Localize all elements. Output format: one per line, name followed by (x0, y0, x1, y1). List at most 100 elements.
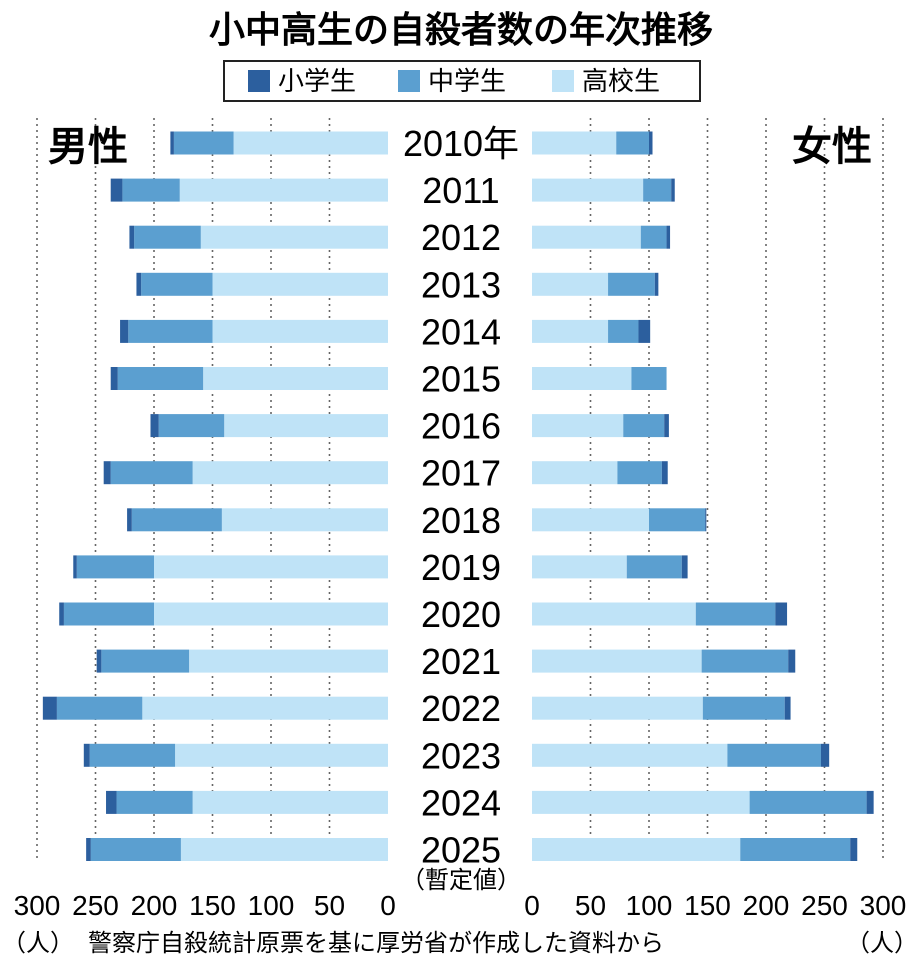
source-note: 警察庁自殺統計原票を基に厚労省が作成した資料から (88, 929, 664, 957)
bar-left-10-high-school (154, 602, 388, 626)
provisional-note: （暫定値） (401, 866, 521, 894)
bar-right-1-junior-high (643, 178, 672, 202)
bar-left-4-high-school (212, 319, 388, 343)
bar-right-11-high-school (532, 649, 702, 673)
bars (42, 131, 874, 861)
bar-right-15-high-school (532, 838, 741, 861)
bar-left-9-junior-high (76, 555, 154, 579)
year-labels: 2010年 2011 2012 2013 2014 2015 2016 2017 2018 201… (403, 123, 519, 871)
bar-left-12-high-school (142, 696, 388, 720)
bar-left-14-high-school (192, 790, 388, 814)
bar-left-3-junior-high (141, 272, 213, 296)
tick-label-right-50: 50 (575, 890, 606, 921)
bar-right-9-elementary (681, 555, 688, 579)
tick-label-left-100: 100 (248, 890, 295, 921)
year-label-11: 2021 (421, 641, 501, 682)
year-label-3: 2013 (421, 264, 501, 305)
tick-label-left-50: 50 (314, 890, 345, 921)
year-label-2: 2012 (421, 217, 501, 258)
bar-right-4-elementary (638, 319, 651, 343)
bar-left-1-high-school (179, 178, 388, 202)
bar-right-11-elementary (788, 649, 796, 673)
bar-left-15-junior-high (90, 838, 181, 861)
legend-label-elementary: 小学生 (278, 67, 356, 97)
bar-right-3-elementary (654, 272, 659, 296)
bar-left-8-elementary (127, 508, 132, 532)
bar-right-3-junior-high (608, 272, 655, 296)
unit-label-left: （人） (2, 929, 74, 957)
chart-title: 小中高生の自殺者数の年次推移 (209, 10, 713, 51)
bar-right-14-high-school (532, 790, 750, 814)
year-label-12: 2022 (421, 688, 501, 729)
bar-right-6-high-school (532, 414, 624, 438)
year-label-0: 2010年 (403, 123, 519, 164)
tick-label-left-150: 150 (189, 890, 236, 921)
year-label-4: 2014 (421, 311, 501, 352)
tick-label-right-250: 250 (801, 890, 848, 921)
bar-right-7-high-school (532, 461, 618, 485)
panel-label-male: 男性 (48, 124, 128, 170)
bar-left-9-high-school (154, 555, 388, 579)
bar-right-0-high-school (532, 131, 617, 155)
tick-label-right-0: 0 (524, 890, 540, 921)
unit-label-right: （人） (846, 929, 918, 957)
tick-label-right-200: 200 (743, 890, 790, 921)
bar-left-4-elementary (120, 319, 129, 343)
bar-left-10-elementary (59, 602, 64, 626)
bar-left-12-junior-high (56, 696, 143, 720)
legend-swatch-high-school (552, 70, 574, 92)
tick-label-left-0: 0 (380, 890, 396, 921)
bar-right-2-elementary (666, 225, 671, 249)
bar-left-5-high-school (203, 367, 388, 390)
bar-right-9-junior-high (626, 555, 682, 579)
bar-right-15-elementary (850, 838, 858, 861)
panel-label-female: 女性 (792, 124, 872, 170)
bar-right-5-high-school (532, 367, 632, 390)
bar-left-8-high-school (221, 508, 388, 532)
tick-label-right-100: 100 (626, 890, 673, 921)
tick-label-right-150: 150 (684, 890, 731, 921)
bar-right-0-junior-high (616, 131, 649, 155)
bar-right-12-high-school (532, 696, 703, 720)
bar-right-10-high-school (532, 602, 696, 626)
bar-left-15-high-school (180, 838, 388, 861)
bar-left-2-junior-high (134, 225, 201, 249)
tick-label-left-300: 300 (14, 890, 61, 921)
bar-right-9-high-school (532, 555, 627, 579)
year-label-5: 2015 (421, 359, 501, 400)
bar-left-13-junior-high (89, 743, 176, 767)
bar-left-7-junior-high (110, 461, 193, 485)
bar-right-0-elementary (649, 131, 653, 155)
bar-right-8-high-school (532, 508, 649, 532)
year-label-8: 2018 (421, 500, 501, 541)
bar-left-5-elementary (110, 367, 118, 390)
bar-left-6-elementary (150, 414, 159, 438)
bar-left-6-high-school (224, 414, 388, 438)
bar-left-14-elementary (106, 790, 117, 814)
bar-left-9-elementary (73, 555, 77, 579)
bar-right-8-elementary (705, 508, 707, 532)
year-label-9: 2019 (421, 547, 501, 588)
bar-left-2-elementary (129, 225, 135, 249)
bar-right-13-junior-high (727, 743, 821, 767)
bar-left-8-junior-high (131, 508, 222, 532)
gridlines (36, 118, 884, 862)
bar-right-10-junior-high (695, 602, 776, 626)
bar-right-15-junior-high (740, 838, 851, 861)
bar-left-7-high-school (192, 461, 388, 485)
bar-left-2-high-school (200, 225, 388, 249)
bar-right-13-high-school (532, 743, 728, 767)
bar-right-12-junior-high (702, 696, 785, 720)
bar-right-6-elementary (664, 414, 669, 438)
bar-right-1-elementary (671, 178, 675, 202)
bar-left-11-elementary (96, 649, 102, 673)
bar-left-3-elementary (136, 272, 142, 296)
year-label-6: 2016 (421, 406, 501, 447)
bar-left-11-junior-high (101, 649, 190, 673)
bar-right-7-elementary (661, 461, 668, 485)
tick-label-right-300: 300 (860, 890, 907, 921)
legend: 小学生 中学生 高校生 (223, 60, 701, 102)
bar-left-14-junior-high (116, 790, 193, 814)
bar-left-10-junior-high (63, 602, 154, 626)
bar-right-4-junior-high (608, 319, 639, 343)
